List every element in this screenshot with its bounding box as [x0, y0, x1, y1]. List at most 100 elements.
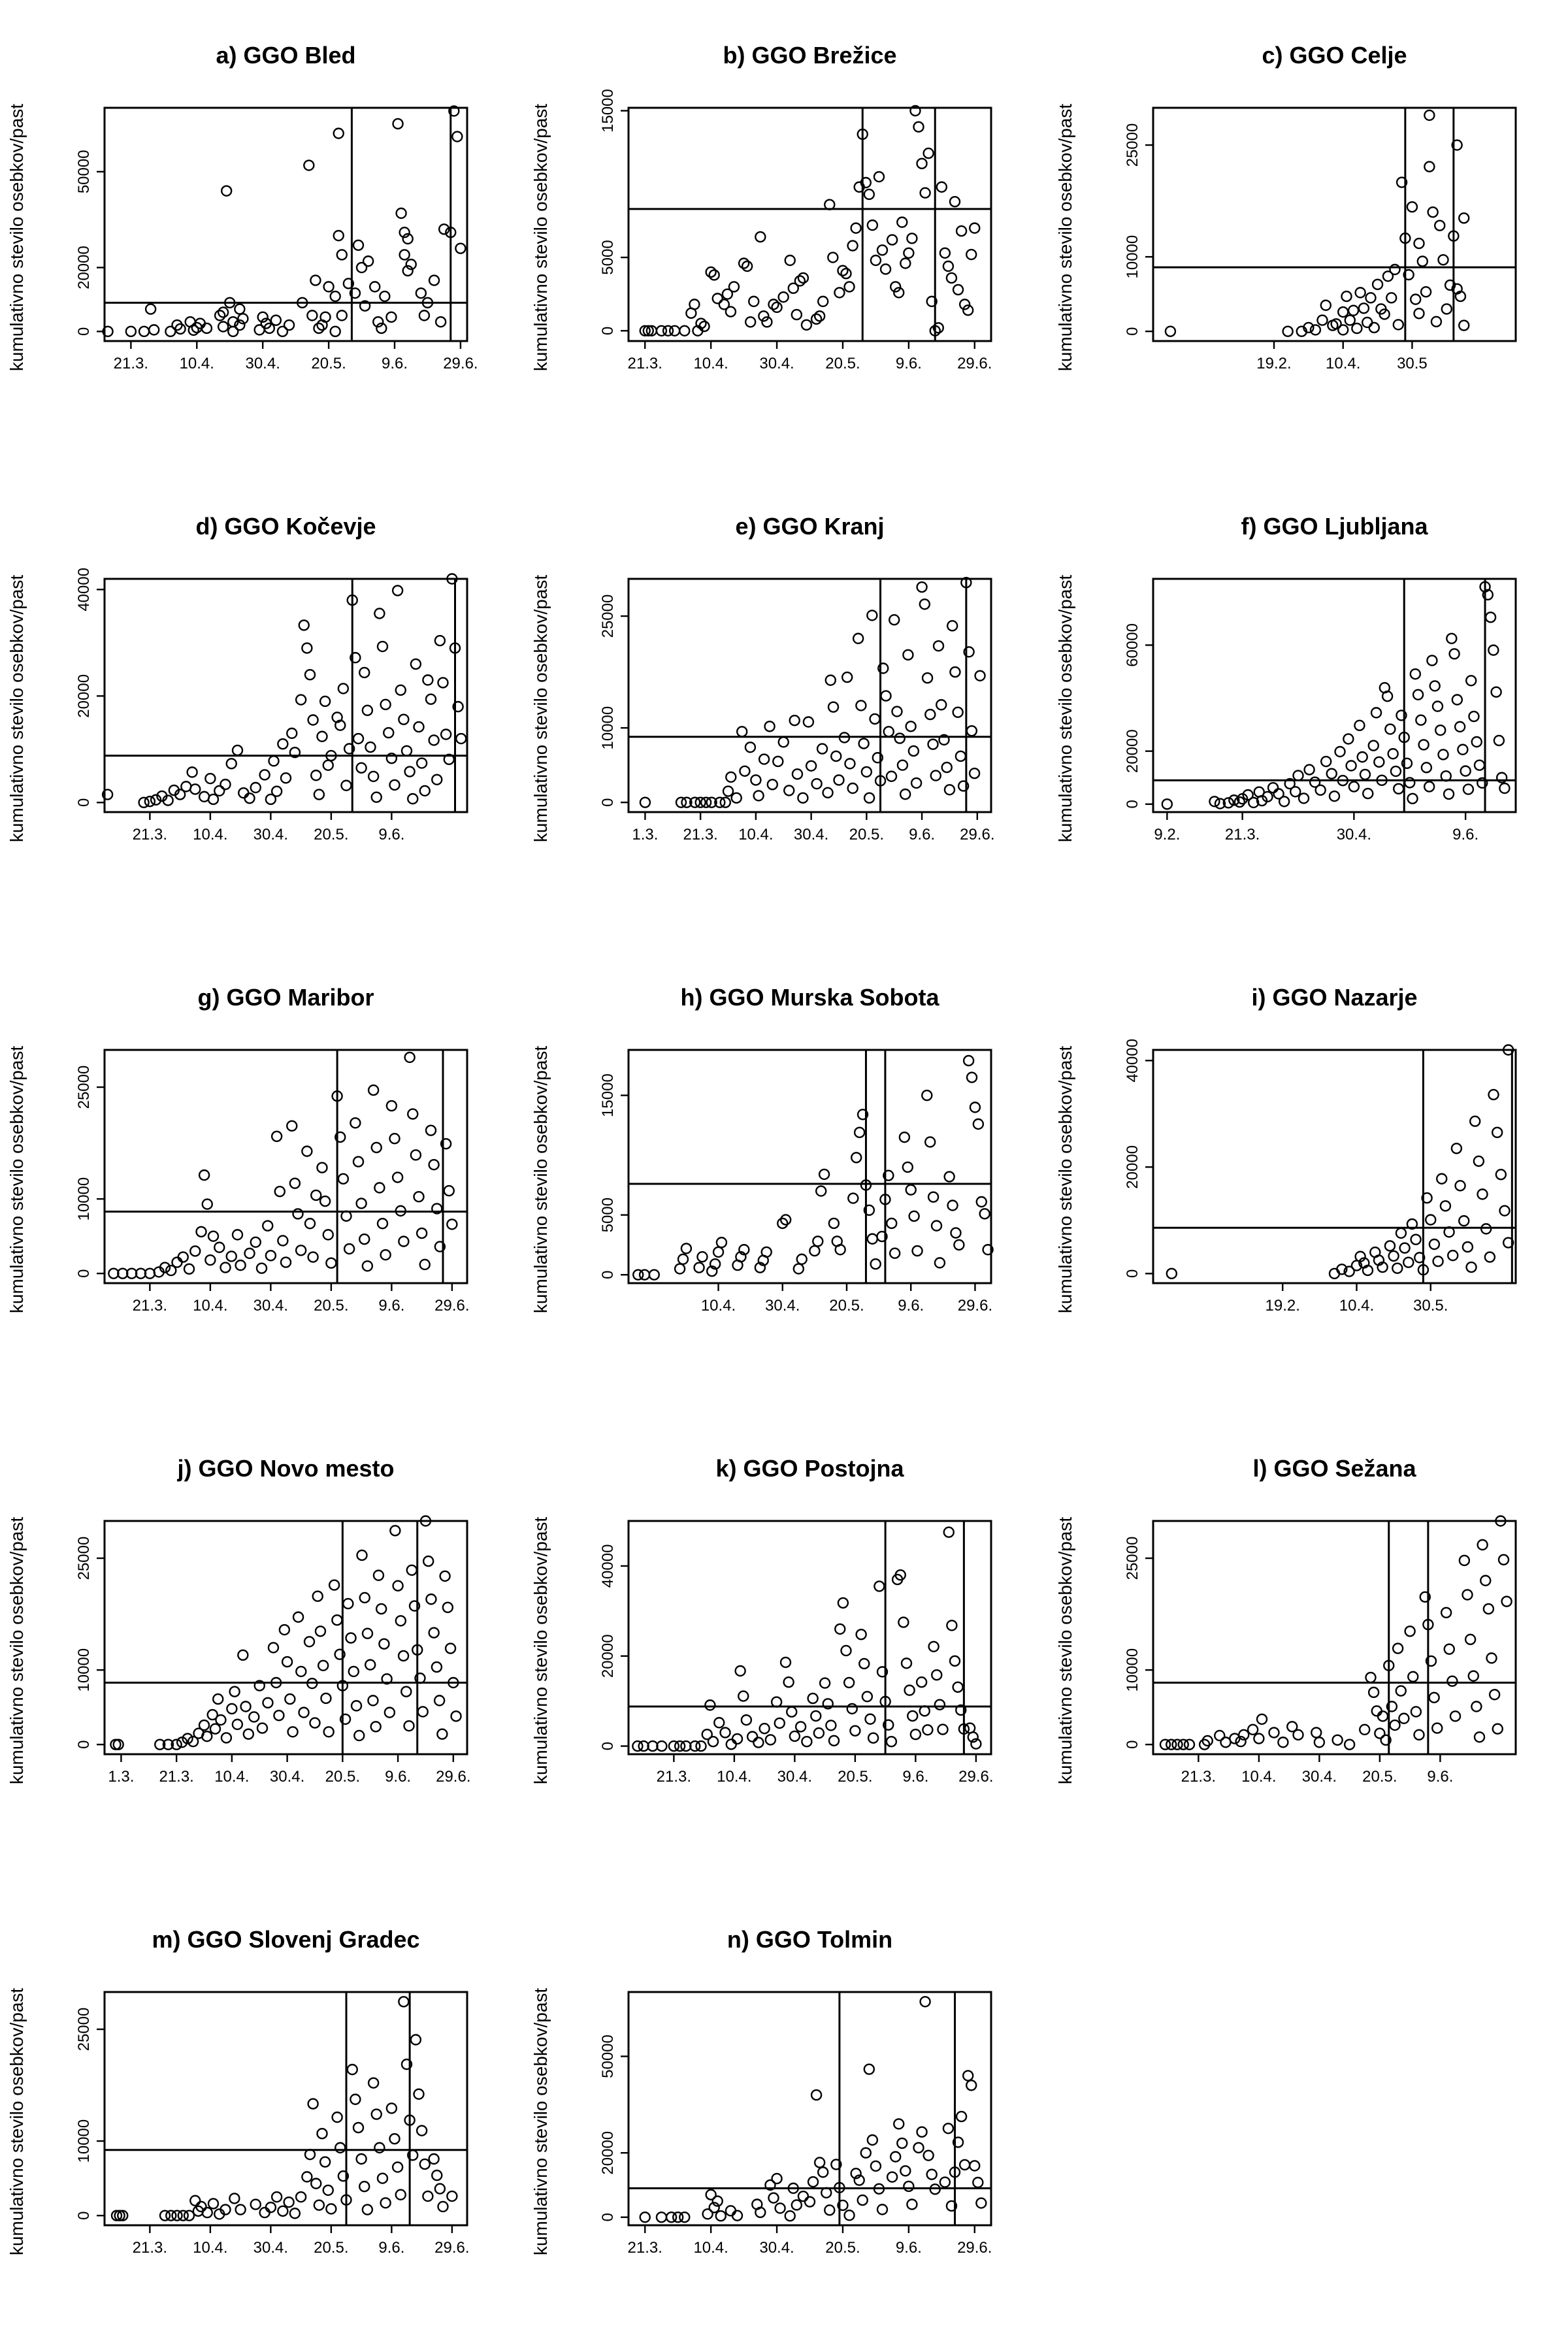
data-point: [250, 781, 261, 794]
panel-title: i) GGO Nazarje: [1251, 984, 1417, 1011]
data-point: [434, 2183, 446, 2195]
data-point: [949, 2166, 961, 2178]
panel-title: m) GGO Slovenj Gradec: [152, 1926, 419, 1953]
data-point: [934, 1257, 946, 1269]
data-point: [418, 310, 431, 321]
data-point: [1502, 1237, 1514, 1249]
data-point: [952, 706, 964, 718]
data-point: [953, 1239, 965, 1251]
data-point: [1368, 321, 1380, 334]
data-point: [1398, 731, 1410, 743]
data-point: [419, 2158, 431, 2170]
data-point: [834, 2181, 845, 2194]
data-point: [355, 2153, 367, 2165]
data-point: [1439, 1200, 1452, 1212]
data-point: [231, 744, 244, 757]
data-point: [1443, 1643, 1455, 1655]
data-point: [370, 1141, 382, 1154]
data-point: [797, 272, 809, 284]
data-point: [857, 1109, 869, 1120]
data-point: [295, 694, 307, 706]
data-point: [1201, 1735, 1213, 1747]
data-point: [337, 1173, 350, 1185]
data-point: [1446, 632, 1458, 644]
data-point: [1399, 232, 1411, 244]
data-point: [677, 1253, 689, 1266]
data-point: [1420, 762, 1433, 774]
y-axis-title: kumulativno stevilo osebkov/past: [531, 1046, 551, 1314]
data-point: [154, 1739, 166, 1750]
data-point: [1214, 798, 1226, 809]
data-point: [322, 1229, 334, 1241]
x-tick-label: 30.4.: [270, 1768, 304, 1786]
data-point: [301, 1145, 313, 1157]
data-point: [916, 157, 928, 170]
panel-title: a) GGO Bled: [216, 42, 355, 69]
data-point: [248, 1711, 260, 1723]
y-tick-label: 15000: [599, 89, 617, 133]
data-point: [1501, 1595, 1512, 1607]
y-tick-label: 40000: [75, 568, 93, 612]
data-point: [431, 774, 443, 785]
data-point: [817, 2166, 829, 2178]
data-point: [802, 716, 815, 728]
panel-13: m) GGO Slovenj Gradec kumulativno stevilo…: [7, 1926, 470, 2257]
data-point: [821, 2187, 832, 2198]
data-point: [1384, 723, 1396, 735]
data-point: [907, 1710, 919, 1722]
data-point: [392, 118, 404, 130]
data-point: [779, 1214, 792, 1226]
panel-9: i) GGO Nazarje kumulativno stevilo osebko…: [1055, 984, 1517, 1315]
panel-title: j) GGO Novo mesto: [176, 1455, 394, 1482]
data-point: [1343, 1739, 1356, 1750]
x-tick-label: 20.5.: [314, 1297, 348, 1315]
data-point: [693, 1262, 705, 1273]
data-point: [237, 313, 249, 325]
data-point: [207, 793, 220, 806]
data-point: [915, 1676, 928, 1688]
data-point: [1454, 290, 1467, 302]
data-point: [310, 770, 322, 781]
data-point: [404, 2114, 416, 2126]
data-point: [376, 2172, 389, 2184]
data-point: [874, 775, 887, 787]
x-tick-label: 29.6.: [443, 355, 478, 372]
data-point: [1315, 784, 1326, 796]
x-tick-label: 9.6.: [378, 826, 404, 843]
data-point: [706, 1265, 718, 1277]
data-point: [329, 290, 341, 302]
data-point: [259, 769, 270, 781]
data-point: [941, 761, 953, 774]
data-point: [367, 1695, 379, 1707]
data-point: [962, 304, 974, 316]
data-point: [434, 1241, 446, 1252]
data-point: [713, 1717, 725, 1729]
data-point: [416, 2125, 428, 2136]
y-tick-label: 0: [75, 1740, 93, 1748]
data-point: [286, 727, 298, 740]
data-point: [1262, 791, 1273, 803]
data-point: [919, 187, 931, 199]
data-point: [632, 1740, 644, 1752]
data-point: [955, 1704, 967, 1716]
data-point: [1331, 1734, 1343, 1746]
data-point: [340, 2194, 352, 2206]
x-tick-label: 29.6.: [436, 1768, 470, 1786]
data-point: [1395, 1685, 1407, 1697]
data-point: [919, 1705, 930, 1717]
data-point: [900, 1658, 913, 1669]
data-point: [325, 1257, 337, 1269]
y-tick-label: 0: [1124, 800, 1141, 808]
data-point: [226, 1703, 238, 1715]
data-point: [395, 207, 407, 220]
data-point: [1495, 1169, 1507, 1181]
data-point: [215, 1714, 227, 1726]
data-point: [855, 1628, 867, 1641]
data-point: [150, 794, 162, 806]
x-tick-label: 21.3.: [628, 355, 662, 372]
data-point: [1440, 1607, 1452, 1618]
y-tick-label: 10000: [75, 2119, 93, 2163]
x-tick-label: 9.6.: [896, 2239, 922, 2257]
data-point: [1358, 302, 1370, 314]
data-point: [867, 1732, 879, 1744]
